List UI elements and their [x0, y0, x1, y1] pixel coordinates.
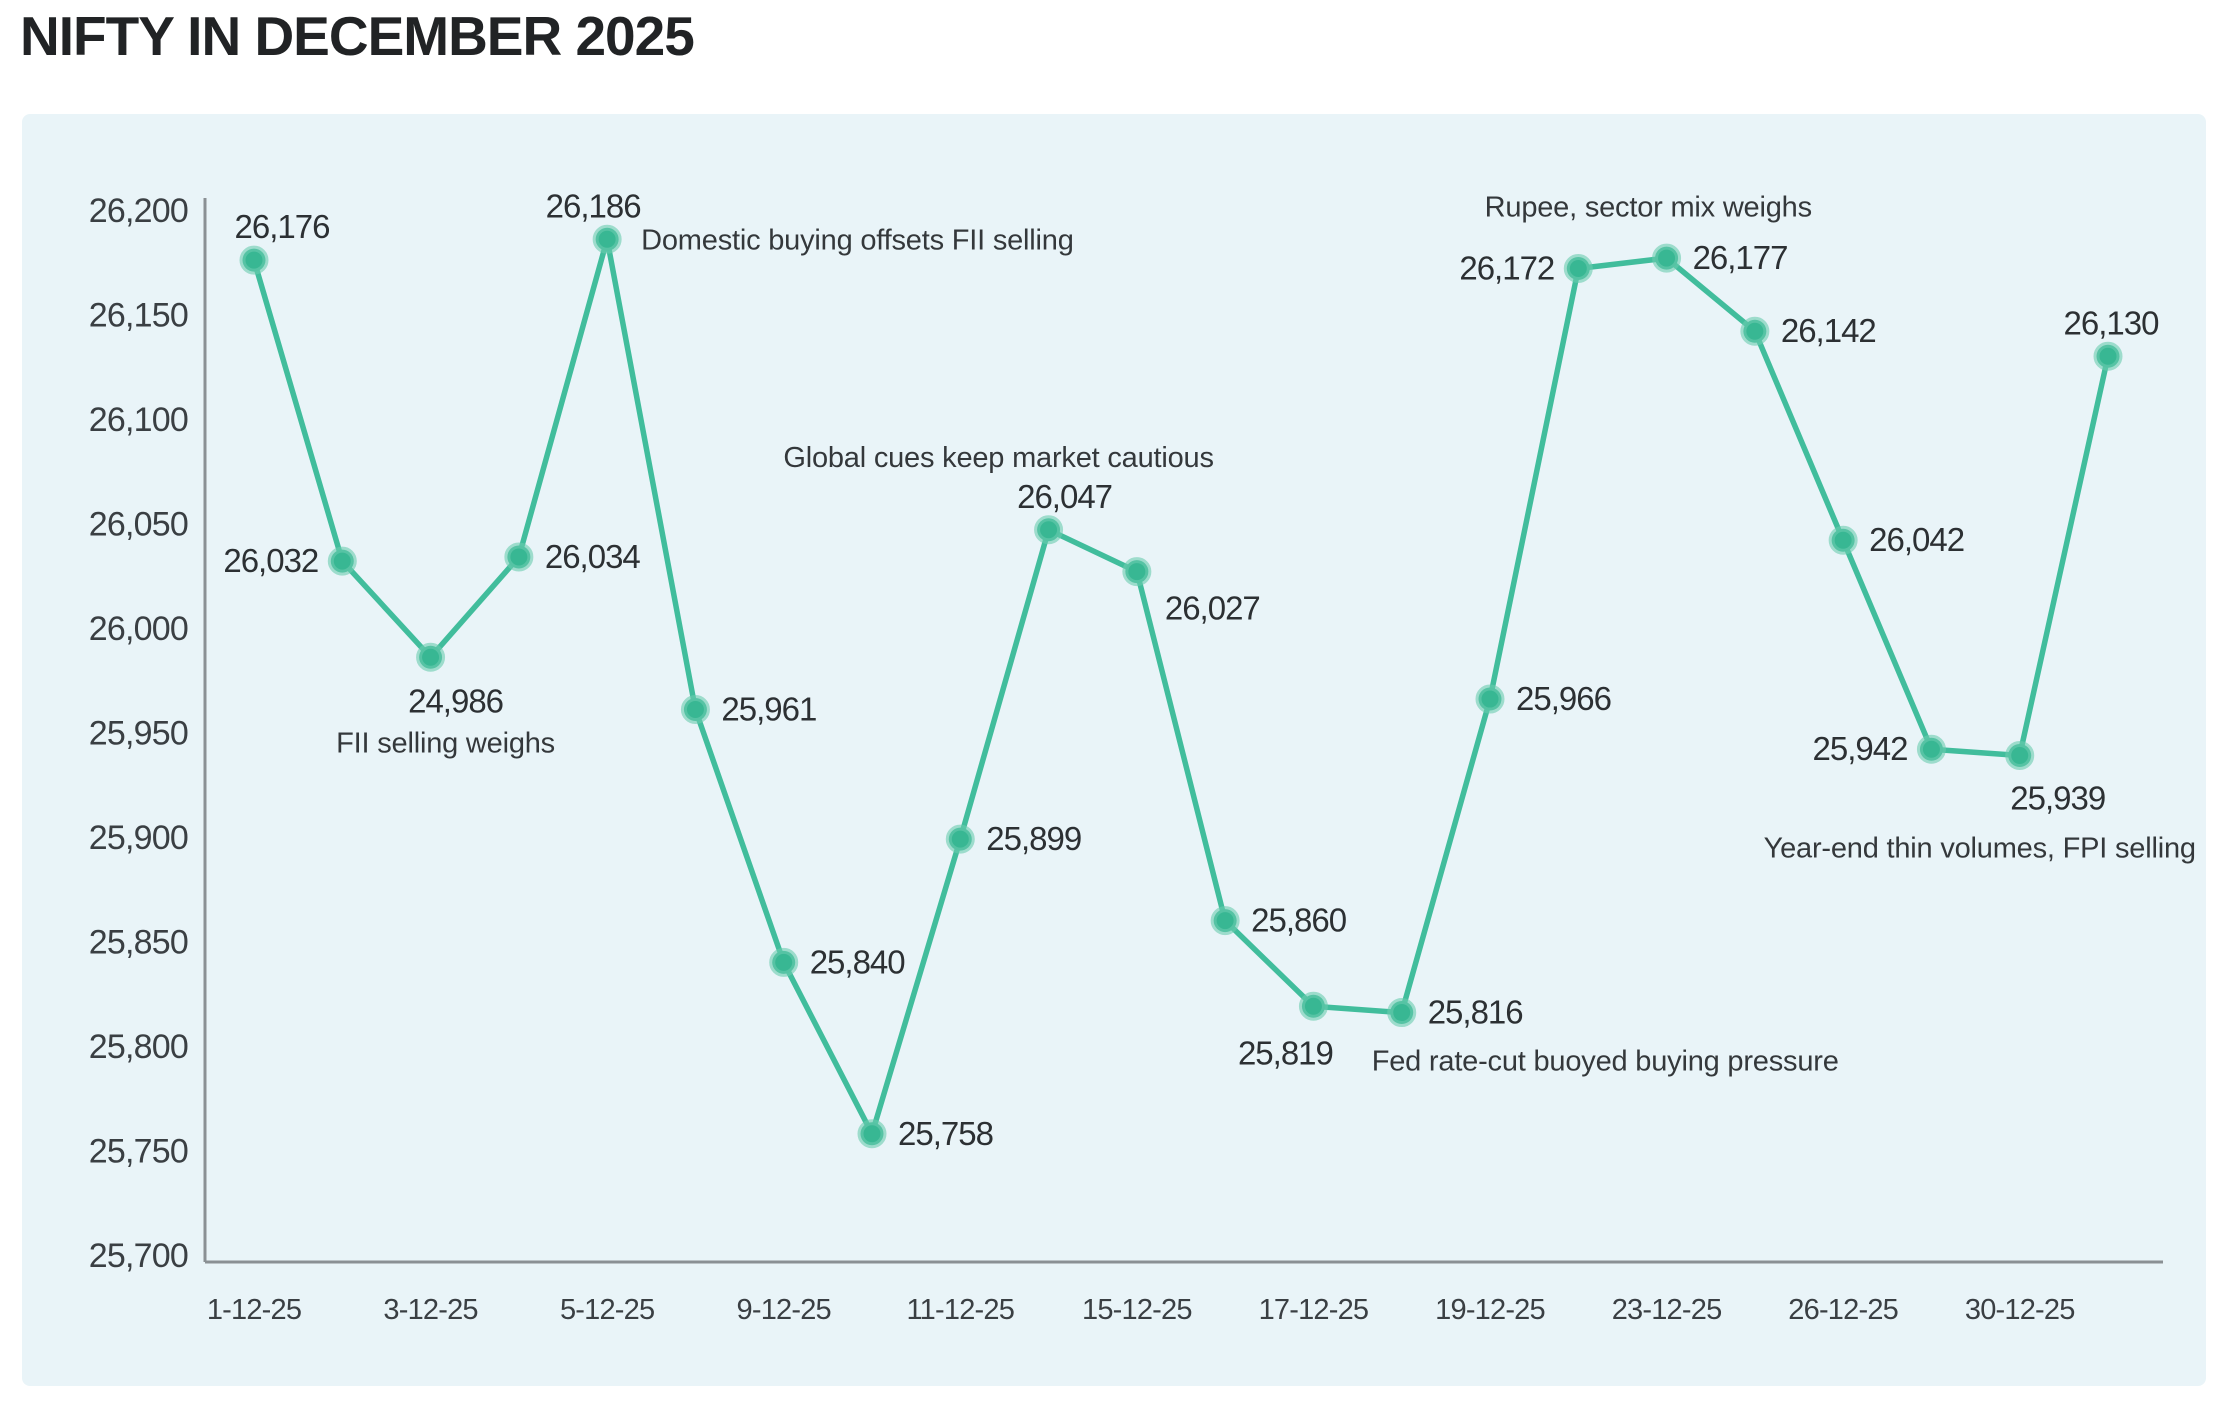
data-point [1916, 734, 1946, 764]
y-tick-label: 25,850 [89, 924, 188, 962]
data-point [1828, 525, 1858, 555]
data-point-label: 25,840 [810, 943, 906, 980]
data-point-label: 25,816 [1428, 994, 1523, 1031]
y-tick-label: 25,700 [89, 1237, 188, 1275]
data-point-label: 26,042 [1869, 521, 1964, 558]
data-point-label: 26,142 [1781, 312, 1876, 349]
data-point [1210, 906, 1240, 936]
data-point [857, 1119, 887, 1149]
x-tick-label: 9-12-25 [737, 1294, 831, 1326]
chart-panel: 26,200 26,150 26,100 26,050 26,000 25,950 25,9… [22, 114, 2206, 1386]
data-point [1475, 684, 1505, 714]
data-point-label: 26,176 [235, 208, 330, 245]
x-tick-label: 3-12-25 [383, 1294, 477, 1326]
data-point [416, 642, 446, 672]
x-tick-label: 26-12-25 [1788, 1294, 1898, 1326]
annotation-text: Rupee, sector mix weighs [1485, 192, 1812, 224]
data-point [1563, 254, 1593, 284]
data-point [1122, 557, 1152, 587]
annotation-text: Domestic buying offsets FII selling [641, 224, 1073, 256]
data-point-label: 25,966 [1516, 680, 1611, 717]
annotation-text: FII selling weighs [336, 727, 555, 759]
data-point-label: 26,172 [1459, 250, 1554, 287]
chart-title: NIFTY IN DECEMBER 2025 [20, 5, 695, 67]
data-point [1387, 998, 1417, 1028]
x-tick-label: 23-12-25 [1612, 1294, 1722, 1326]
x-tick-label: 11-12-25 [907, 1294, 1015, 1326]
data-point [1740, 316, 1770, 346]
data-point-label: 25,860 [1251, 902, 1347, 939]
y-tick-label: 25,950 [89, 715, 188, 753]
data-point-label: 25,961 [721, 691, 816, 728]
x-tick-label: 5-12-25 [560, 1294, 654, 1326]
data-point-label: 26,047 [1017, 478, 1112, 515]
y-tick-label: 26,100 [89, 401, 188, 439]
data-point [2093, 341, 2123, 371]
y-tick-label: 26,200 [89, 192, 188, 230]
data-point [504, 542, 534, 572]
x-tick-label: 1-12-25 [207, 1294, 301, 1326]
y-tick-label: 25,900 [89, 819, 188, 857]
data-point [239, 245, 269, 275]
data-point [1034, 515, 1064, 545]
x-tick-label: 15-12-25 [1082, 1294, 1192, 1326]
annotation-text: Fed rate-cut buoyed buying pressure [1372, 1046, 1839, 1078]
data-point-label: 24,986 [408, 682, 503, 719]
data-point [945, 824, 975, 854]
series-line [251, 236, 2111, 1137]
x-tick-label: 30-12-25 [1965, 1294, 2075, 1326]
data-point [327, 546, 357, 576]
y-tick-label: 25,800 [89, 1028, 188, 1066]
annotation-text: Year-end thin volumes, FPI selling [1764, 832, 2196, 864]
data-point-label: 26,027 [1165, 590, 1260, 627]
data-point-label: 26,032 [223, 542, 318, 579]
data-point [1298, 991, 1328, 1021]
y-tick-label: 26,050 [89, 506, 188, 544]
data-point-label: 25,899 [986, 820, 1081, 857]
y-tick-label: 26,150 [89, 297, 188, 335]
data-point [2005, 740, 2035, 770]
data-point-label: 26,177 [1693, 239, 1788, 276]
data-point [592, 224, 622, 254]
data-point [680, 695, 710, 725]
data-point-label: 25,942 [1812, 730, 1907, 767]
data-point [1652, 243, 1682, 273]
x-tick-label: 19-12-25 [1435, 1294, 1545, 1326]
data-point-label: 26,130 [2064, 304, 2160, 341]
data-point [769, 947, 799, 977]
x-tick-label: 17-12-25 [1259, 1294, 1369, 1326]
data-point-label: 26,034 [545, 538, 641, 575]
data-point-label: 26,186 [546, 187, 641, 224]
data-point-label: 25,819 [1238, 1034, 1333, 1071]
data-point-label: 25,758 [898, 1115, 993, 1152]
annotation-text: Global cues keep market cautious [783, 442, 1213, 474]
line-chart: 26,200 26,150 26,100 26,050 26,000 25,950 25,9… [89, 187, 2196, 1326]
y-tick-label: 25,750 [89, 1133, 188, 1171]
data-point-label: 25,939 [2010, 779, 2105, 816]
y-tick-label: 26,000 [89, 610, 188, 648]
